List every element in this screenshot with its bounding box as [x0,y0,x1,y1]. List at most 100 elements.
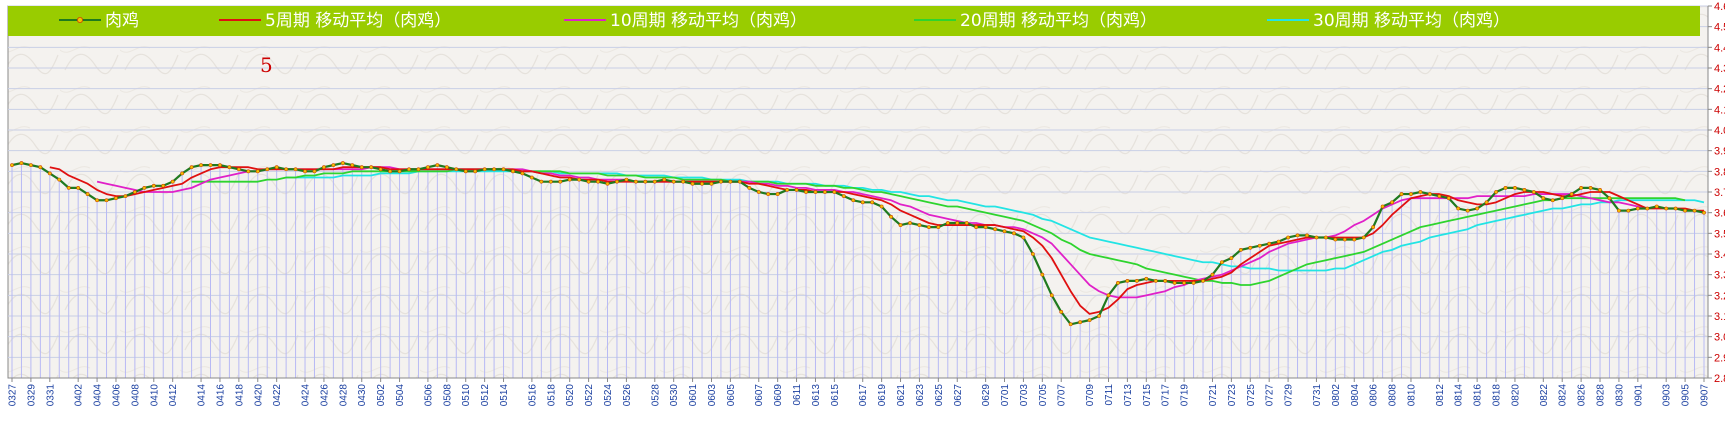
data-point [747,185,752,190]
data-point [794,188,799,192]
x-tick-label: 0802 [1331,384,1342,407]
x-tick-label: 0822 [1539,384,1550,407]
x-tick-label: 0727 [1265,384,1276,407]
data-point [756,190,761,194]
data-point [303,169,307,174]
y-tick-label: 3.50 [1714,228,1725,240]
data-point [605,181,610,186]
x-tick-label: 0901 [1633,384,1644,407]
data-point [1040,272,1045,277]
x-tick-label: 0609 [773,384,784,407]
data-point [1068,322,1073,327]
data-point [1560,196,1565,201]
x-tick-label: 0504 [395,384,406,407]
data-point [1248,245,1253,250]
data-point [473,169,478,174]
data-point [1626,208,1631,213]
data-point [227,165,232,170]
data-point [1295,233,1300,238]
data-point [1399,192,1404,196]
data-point [832,190,837,194]
data-point [775,192,780,196]
x-tick-label: 0424 [301,384,312,407]
y-tick-label: 3.30 [1714,270,1725,282]
data-point [218,163,222,168]
data-point [1654,204,1659,209]
series-line-2 [96,166,1648,299]
data-point [47,171,52,176]
legend-marker [77,16,84,23]
x-tick-label: 0808 [1388,384,1399,407]
data-point [1049,293,1054,298]
data-point [1683,208,1687,213]
data-point [1503,185,1508,190]
data-point [681,179,686,184]
x-tick-label: 0907 [1700,384,1711,407]
x-tick-label: 0715 [1142,384,1153,407]
x-tick-label: 0613 [811,384,822,407]
x-tick-label: 0502 [376,384,387,407]
data-point [1522,188,1527,192]
data-point [265,167,270,172]
data-point [255,169,260,174]
data-point [274,165,279,170]
data-point [709,181,714,186]
x-tick-label: 0530 [669,384,680,407]
data-point [879,204,884,209]
data-point [132,190,137,194]
y-tick-label: 2.90 [1714,352,1725,364]
x-tick-label: 0617 [858,384,869,407]
data-point [633,179,638,184]
x-tick-label: 0414 [197,384,208,407]
data-point [870,200,875,205]
data-point [1692,208,1697,213]
data-point [974,225,979,230]
data-point [340,161,345,165]
data-point [993,227,997,232]
y-tick-label: 3.20 [1714,290,1725,302]
data-point [38,165,43,170]
data-point [1002,229,1007,234]
y-tick-label: 2.80 [1714,373,1725,385]
data-point [10,163,14,168]
data-point [416,167,421,172]
data-point [76,185,81,190]
y-tick-label: 3.80 [1714,166,1725,178]
data-point [1361,235,1366,240]
data-point [823,190,827,194]
x-tick-label: 0713 [1123,384,1134,407]
data-point [369,165,374,170]
x-tick-label: 0621 [896,384,907,407]
data-point [95,198,99,203]
data-point [1494,190,1498,194]
x-tick-label: 0404 [93,384,104,407]
data-point [189,165,194,170]
data-point [1059,309,1064,314]
data-point [1305,233,1309,238]
data-point [66,185,71,190]
x-tick-label: 0524 [603,384,614,407]
x-tick-label: 0820 [1510,384,1521,407]
data-point [426,165,430,170]
x-tick-label: 0725 [1246,384,1257,407]
data-point [615,179,619,184]
x-tick-label: 0603 [707,384,718,407]
data-point [917,223,922,227]
data-point [1541,196,1546,201]
data-point [19,161,24,165]
data-point [766,192,771,196]
legend-label: 5周期 移动平均（肉鸡） [265,11,451,31]
x-tick-label: 0629 [981,384,992,407]
data-point [397,169,402,174]
data-point [1229,256,1234,261]
data-point [350,163,355,168]
data-point [492,167,496,172]
x-tick-label: 0516 [527,384,538,407]
data-point [114,196,118,201]
data-point [520,171,525,176]
y-tick-label: 3.10 [1714,311,1725,323]
data-point [1333,237,1338,242]
y-tick-label: 4.30 [1714,63,1725,75]
y-tick-label: 4.60 [1714,1,1725,13]
data-point [1314,235,1319,240]
